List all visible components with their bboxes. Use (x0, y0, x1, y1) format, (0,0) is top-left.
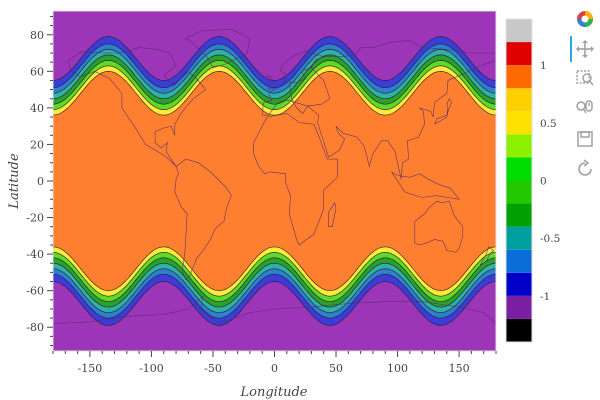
x-tick-label: 0 (271, 362, 278, 375)
colorbar-segment (506, 272, 532, 296)
colorbar-segment (506, 65, 532, 89)
colorbar-tick-label: 0 (540, 176, 547, 188)
contour-band (53, 70, 496, 292)
y-tick-label: 60 (30, 65, 44, 78)
reset-icon[interactable] (574, 158, 596, 180)
colorbar-segment (506, 19, 532, 43)
coastlines (53, 28, 496, 324)
y-tick-label: 20 (30, 138, 44, 151)
coastline (307, 39, 496, 180)
colorbar-segment (506, 42, 532, 66)
colorbar-segment (506, 226, 532, 250)
colorbar-segment (506, 157, 532, 181)
contour-bands (53, 36, 496, 326)
x-tick-label: -100 (139, 362, 164, 375)
coastline (479, 246, 494, 266)
y-tick-label: -60 (26, 285, 44, 298)
coastline (53, 295, 496, 324)
y-axis: 80 60 40 20 0 -20 -40 -60 -80 (26, 15, 53, 347)
map-plot-area[interactable] (47, 11, 502, 351)
colorbar-segment (506, 88, 532, 112)
toolbar (570, 6, 600, 186)
colorbar-segment (506, 295, 532, 319)
x-tick-label: 150 (449, 362, 470, 375)
y-tick-label: 0 (37, 175, 44, 188)
colorbar: 1 0.5 0 -0.5 -1 (505, 18, 560, 343)
colorbar-tick-label: -0.5 (540, 233, 560, 245)
coastline (391, 171, 460, 200)
y-tick-label: -80 (26, 321, 44, 334)
y-tick-label: -40 (26, 248, 44, 261)
x-axis: -150 -100 -50 0 50 100 150 (52, 351, 497, 375)
coastline (266, 74, 277, 90)
coastline (67, 47, 207, 167)
pan-icon[interactable] (574, 38, 596, 60)
y-tick-label: 40 (30, 102, 44, 115)
box-zoom-icon[interactable] (574, 68, 596, 90)
y-tick-label: 80 (30, 29, 44, 42)
bokeh-logo-icon[interactable] (574, 8, 596, 30)
y-axis-title: Latitude (7, 153, 22, 210)
coastline (174, 158, 232, 281)
wheel-zoom-icon[interactable] (574, 98, 596, 120)
colorbar-tick-label: 1 (540, 60, 547, 72)
colorbar-segment (506, 249, 532, 273)
x-tick-label: -50 (204, 362, 222, 375)
save-icon[interactable] (574, 128, 596, 150)
colorbar-tick-label: 0.5 (540, 118, 557, 130)
pan-tool-active-indicator (570, 36, 572, 62)
x-tick-label: -150 (78, 362, 103, 375)
colorbar-border (505, 18, 533, 343)
coastline (328, 202, 337, 227)
x-tick-label: 100 (387, 362, 408, 375)
colorbar-segment (506, 180, 532, 204)
coastline (253, 113, 338, 246)
colorbar-segment (506, 203, 532, 227)
coastline (434, 98, 453, 125)
x-axis-title: Longitude (240, 385, 308, 400)
colorbar-tick-label: -1 (540, 291, 550, 303)
coastline (185, 28, 251, 69)
colorbar-segment (506, 111, 532, 135)
colorbar-segment (506, 134, 532, 158)
coastline (414, 200, 464, 253)
y-tick-label: -20 (26, 212, 44, 225)
colorbar-segment (506, 318, 532, 342)
x-tick-label: 50 (329, 362, 343, 375)
